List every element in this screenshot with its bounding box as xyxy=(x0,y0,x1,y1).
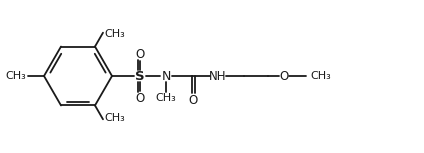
Text: O: O xyxy=(135,47,145,60)
Text: CH₃: CH₃ xyxy=(310,71,331,81)
Text: S: S xyxy=(135,69,145,82)
Text: O: O xyxy=(279,69,289,82)
Text: CH₃: CH₃ xyxy=(156,93,176,103)
Text: NH: NH xyxy=(209,69,227,82)
Text: O: O xyxy=(135,91,145,104)
Text: CH₃: CH₃ xyxy=(104,29,125,39)
Text: N: N xyxy=(161,69,171,82)
Text: CH₃: CH₃ xyxy=(104,113,125,123)
Text: O: O xyxy=(188,93,198,106)
Text: CH₃: CH₃ xyxy=(5,71,26,81)
